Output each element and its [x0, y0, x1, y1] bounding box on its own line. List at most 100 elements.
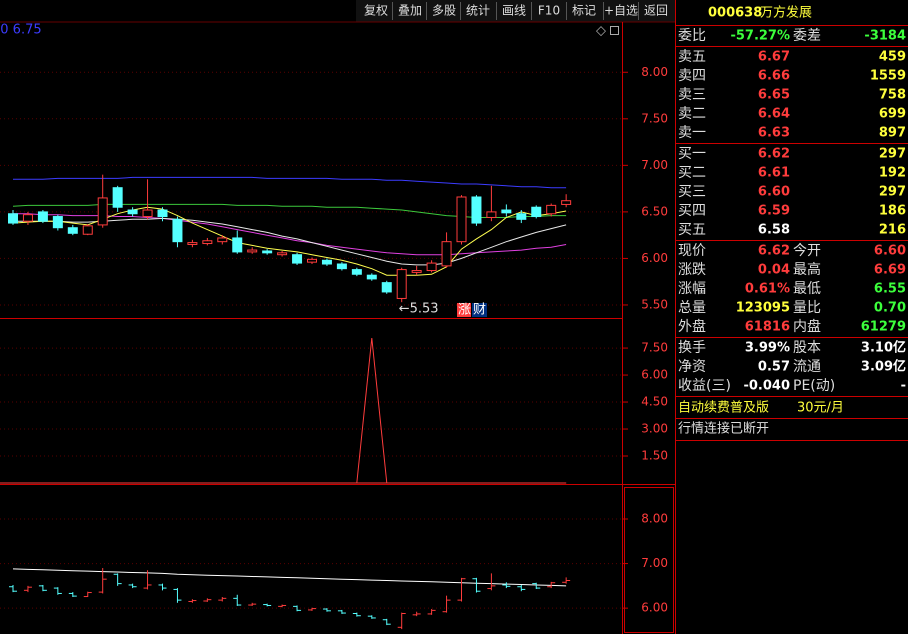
- candle-body: [426, 262, 437, 272]
- quote-label: 今开: [793, 243, 821, 259]
- book-label: 买二: [678, 165, 706, 181]
- toolbar-button[interactable]: +自选: [604, 4, 638, 18]
- quote-value: 0.04: [758, 263, 790, 278]
- quote-label: 流通: [793, 359, 821, 375]
- quote-value: 3.10亿: [861, 340, 906, 356]
- candle-body: [37, 211, 48, 222]
- y-tick-label: 7.50: [641, 341, 668, 355]
- candle-body: [67, 227, 78, 234]
- candle-body: [381, 282, 392, 293]
- candle-body: [471, 196, 482, 224]
- book-volume: 186: [879, 204, 906, 219]
- toolbar-button[interactable]: 标记: [572, 4, 596, 18]
- book-volume: 297: [879, 185, 906, 200]
- quote-label: 现价: [678, 243, 706, 259]
- quote-value: 6.69: [874, 263, 906, 278]
- promo[interactable]: 自动续费普及版: [678, 401, 769, 416]
- quote-value: 6.55: [874, 282, 906, 297]
- book-price: 6.58: [758, 223, 790, 238]
- toolbar-button[interactable]: 多股: [432, 4, 456, 18]
- candle-body: [82, 225, 93, 235]
- candle-body: [516, 213, 527, 220]
- quote-label: 内盘: [793, 318, 821, 335]
- candle-body: [142, 209, 153, 218]
- candle-body: [157, 209, 168, 218]
- book-label: 卖一: [678, 125, 706, 141]
- quote-value: 0.70: [874, 301, 906, 316]
- y-tick-label: 7.00: [641, 556, 668, 570]
- quote-label: 换手: [678, 339, 706, 356]
- toolbar-button[interactable]: F10: [538, 4, 560, 18]
- toolbar-button[interactable]: 叠加: [398, 4, 422, 18]
- candle-body: [486, 211, 497, 218]
- book-price: 6.59: [758, 204, 790, 219]
- quote-value: 0.61%: [745, 282, 790, 297]
- quote-label: 总量: [678, 300, 706, 316]
- candle-body: [366, 274, 377, 280]
- tag: 财: [473, 303, 486, 318]
- y-tick-label: 6.50: [641, 204, 668, 218]
- book-label: 卖四: [678, 68, 706, 84]
- candle-body: [546, 204, 557, 215]
- candle-body: [561, 200, 572, 205]
- candle-body: [396, 269, 407, 299]
- book-price: 6.66: [758, 69, 790, 84]
- candle-body: [336, 263, 347, 270]
- quote-label: 涨跌: [678, 262, 706, 278]
- y-tick-label: 5.50: [641, 297, 668, 311]
- book-price: 6.61: [758, 166, 790, 181]
- icon[interactable]: ◇: [596, 24, 606, 39]
- candle-body: [247, 249, 258, 253]
- book-price: 6.60: [758, 185, 790, 200]
- toolbar-button[interactable]: 统计: [466, 4, 490, 18]
- y-tick-label: 3.00: [641, 422, 668, 436]
- book-volume: 459: [879, 50, 906, 65]
- candle-body: [127, 209, 138, 215]
- quote-value: -57.27%: [730, 29, 790, 44]
- quote-label: 委差: [793, 28, 821, 44]
- book-price: 6.65: [758, 88, 790, 103]
- book-price: 6.62: [758, 147, 790, 162]
- book-label: 卖二: [678, 106, 706, 122]
- candle-body: [232, 237, 243, 253]
- stock-code: 000638: [708, 6, 762, 21]
- y-tick-label: 7.50: [641, 111, 668, 125]
- candle-body: [277, 252, 288, 256]
- axis-box: [624, 487, 674, 633]
- quote-label: 收益(三): [678, 378, 731, 394]
- tag-bg: [457, 303, 471, 317]
- quote-value: 61279: [861, 320, 906, 335]
- y-tick-label: 6.00: [641, 251, 668, 265]
- candle-body: [411, 270, 422, 273]
- candle-body: [292, 254, 303, 264]
- book-label: 买一: [678, 146, 706, 162]
- quote-label: PE(动): [793, 378, 835, 394]
- book-volume: 699: [879, 107, 906, 122]
- y-tick-label: 1.50: [641, 449, 668, 463]
- quote-value: 123095: [736, 301, 790, 316]
- icon[interactable]: [610, 26, 619, 35]
- book-label: 卖五: [678, 49, 706, 65]
- candle-body: [217, 237, 228, 243]
- y-tick-label: 6.00: [641, 601, 668, 615]
- book-price: 6.67: [758, 50, 790, 65]
- book-volume: 216: [879, 223, 906, 238]
- quote-value: -0.040: [743, 379, 790, 394]
- quote-label: 量比: [793, 300, 821, 316]
- candle-body: [97, 197, 108, 226]
- tag: 涨: [458, 303, 471, 318]
- stock-name: 万方发展: [760, 5, 812, 21]
- book-price: 6.63: [758, 126, 790, 141]
- toolbar-button[interactable]: 复权: [364, 4, 388, 18]
- book-volume: 758: [879, 88, 906, 103]
- toolbar-button[interactable]: 画线: [502, 4, 526, 18]
- quote-value: 61816: [745, 320, 790, 335]
- promo-price[interactable]: 30元/月: [797, 401, 844, 416]
- candle-body: [187, 242, 198, 245]
- toolbar-button[interactable]: 返回: [644, 4, 668, 18]
- candle-body: [501, 209, 512, 214]
- tag-bg: [472, 303, 487, 317]
- legend-text: 60 6.75: [0, 23, 42, 38]
